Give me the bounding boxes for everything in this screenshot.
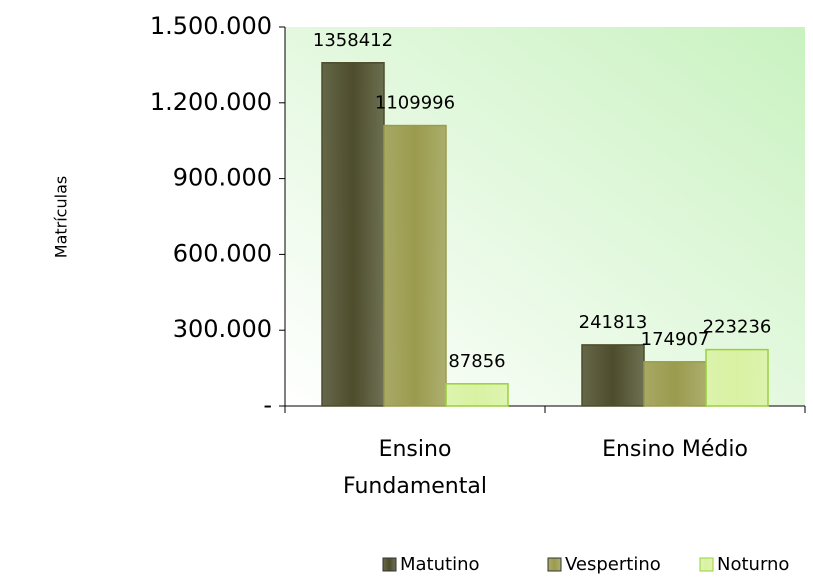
data-label: 1109996 (375, 93, 455, 114)
legend-label: Noturno (717, 554, 789, 575)
bar (643, 361, 707, 407)
bar (705, 348, 769, 407)
y-tick-label: - (263, 391, 272, 419)
legend-label: Matutino (400, 554, 480, 575)
data-label: 1358412 (313, 30, 393, 51)
bar (383, 124, 447, 407)
data-label: 223236 (703, 317, 772, 338)
legend-label: Vespertino (565, 554, 661, 575)
x-tick-label: Ensino Médio (602, 437, 748, 462)
legend-swatch (547, 557, 562, 572)
legend-swatch (699, 557, 714, 572)
legend-swatch (382, 557, 397, 572)
bar (445, 383, 509, 407)
bar (321, 62, 385, 407)
bar (581, 344, 645, 407)
y-tick-label: 300.000 (173, 315, 272, 343)
x-tick-label: Ensino Fundamental (343, 437, 487, 499)
y-tick-label: 900.000 (173, 164, 272, 192)
data-label: 87856 (448, 351, 505, 372)
y-tick-label: 1.200.000 (150, 88, 272, 116)
data-label: 241813 (579, 312, 648, 333)
y-tick-label: 600.000 (173, 239, 272, 267)
data-label: 174907 (641, 329, 710, 350)
y-axis-label: Matrículas (52, 176, 71, 258)
y-tick-label: 1.500.000 (150, 12, 272, 40)
